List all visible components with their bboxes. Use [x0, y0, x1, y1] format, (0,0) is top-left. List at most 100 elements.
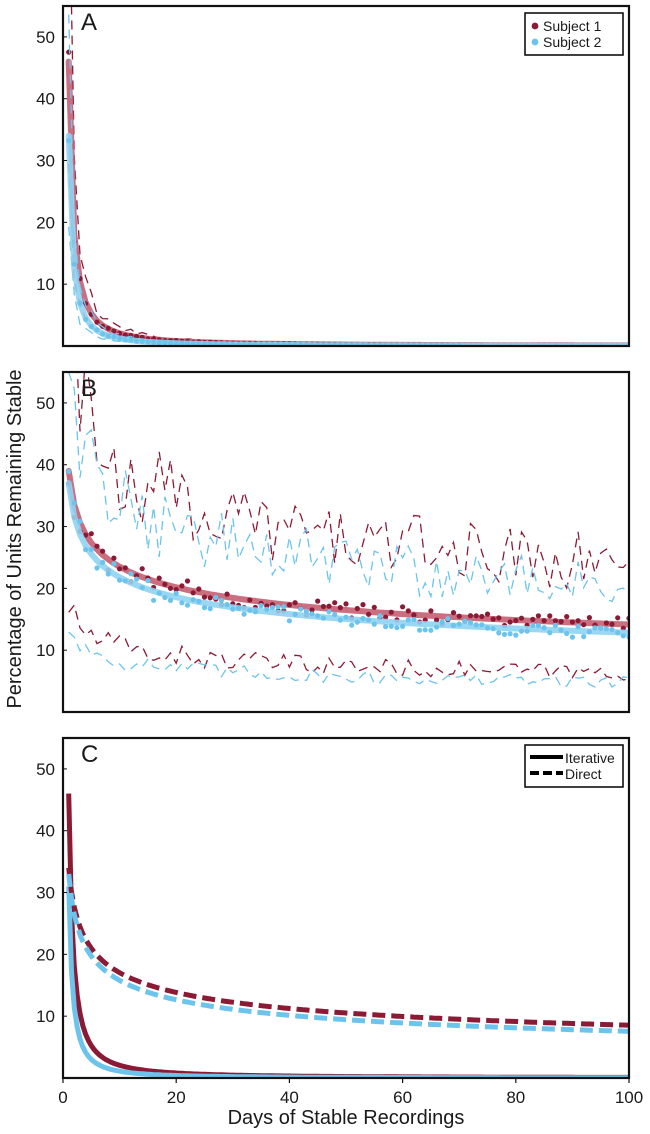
- ci-lower-a-subject-2: [68, 226, 629, 345]
- data-point: [524, 628, 530, 634]
- panel-letter-b: B: [81, 375, 97, 402]
- legend-marker-subject-1: [531, 22, 539, 30]
- data-point: [609, 621, 615, 627]
- data-point: [264, 606, 270, 612]
- data-point: [156, 575, 162, 581]
- data-point: [615, 615, 621, 621]
- panel-frame-b: [61, 370, 631, 714]
- fit-curve-b-subject-1: [65, 467, 629, 628]
- data-point: [569, 619, 576, 625]
- data-point: [128, 337, 134, 343]
- y-tick-label-c-50: 50: [36, 760, 55, 779]
- data-point: [151, 597, 157, 603]
- x-axis-label: Days of Stable Recordings: [228, 1107, 465, 1129]
- data-point: [190, 341, 196, 346]
- data-point: [173, 586, 179, 593]
- y-tick-label-c-20: 20: [36, 945, 55, 964]
- data-point: [535, 613, 542, 619]
- data-point: [320, 603, 326, 610]
- data-point: [134, 576, 140, 582]
- data-point: [581, 622, 587, 628]
- y-tick-label-b-50: 50: [36, 394, 55, 413]
- data-point: [315, 598, 321, 604]
- data-point: [184, 341, 191, 346]
- legend-box-a: [524, 12, 624, 56]
- data-point: [518, 615, 525, 621]
- data-point: [139, 338, 145, 344]
- data-point: [513, 617, 519, 624]
- data-point: [558, 627, 564, 633]
- data-point: [184, 578, 191, 584]
- data-point: [83, 547, 89, 553]
- panel-b: B 10 20 30 40 50: [36, 370, 631, 714]
- data-point: [83, 316, 89, 322]
- ci-lower-a-subject-1: [68, 164, 629, 345]
- data-point: [145, 339, 151, 345]
- data-point: [428, 608, 434, 614]
- data-point: [162, 340, 168, 346]
- data-point: [405, 608, 411, 614]
- data-point: [507, 619, 513, 625]
- data-point: [445, 616, 451, 622]
- data-point: [484, 611, 491, 617]
- data-point: [224, 591, 230, 597]
- data-point: [235, 605, 242, 612]
- data-point: [473, 622, 479, 628]
- data-point: [309, 607, 315, 613]
- data-point: [603, 620, 610, 626]
- data-point: [450, 622, 457, 629]
- y-axis-label: Percentage of Units Remaining Stable: [4, 369, 26, 708]
- data-point: [139, 585, 145, 591]
- data-point: [400, 623, 406, 630]
- points-b-subject-2: [66, 468, 629, 640]
- data-point: [439, 619, 445, 625]
- data-point: [337, 617, 343, 623]
- data-point: [111, 334, 117, 340]
- data-point: [196, 586, 202, 592]
- x-tick-label-c-40: 40: [280, 1088, 299, 1107]
- line-subject-2-direct: [66, 873, 629, 1034]
- data-point: [366, 611, 372, 617]
- data-point: [615, 630, 621, 636]
- data-point: [496, 630, 502, 636]
- data-point: [105, 325, 111, 331]
- data-point: [417, 627, 423, 633]
- data-point: [88, 323, 94, 330]
- data-point: [258, 603, 264, 609]
- data-point: [122, 337, 128, 343]
- data-point: [592, 625, 598, 631]
- data-point: [422, 627, 428, 633]
- data-point: [77, 300, 83, 306]
- data-point: [547, 613, 553, 619]
- data-point: [598, 625, 604, 631]
- data-point: [315, 613, 321, 619]
- y-tick-label-a-20: 20: [36, 213, 55, 232]
- data-point: [535, 622, 542, 629]
- data-point: [564, 614, 570, 620]
- data-point: [184, 602, 191, 608]
- data-point: [122, 578, 128, 584]
- data-point: [388, 609, 394, 615]
- data-point: [213, 594, 219, 601]
- panel-letter-c: C: [81, 741, 98, 768]
- data-point: [66, 49, 72, 55]
- data-point: [207, 595, 213, 601]
- legend-label-subject-2: Subject 2: [543, 34, 602, 50]
- data-point: [332, 600, 338, 606]
- data-point: [298, 606, 304, 612]
- legend-marker-subject-2: [531, 38, 539, 46]
- data-point: [94, 565, 100, 571]
- data-point: [167, 585, 174, 591]
- data-point: [383, 624, 389, 630]
- data-point: [303, 608, 309, 615]
- data-point: [94, 543, 100, 549]
- data-point: [371, 621, 377, 627]
- data-point: [377, 613, 383, 619]
- data-point: [620, 633, 626, 639]
- data-point: [411, 616, 417, 623]
- ci-lower-b-subject-2: [68, 631, 629, 688]
